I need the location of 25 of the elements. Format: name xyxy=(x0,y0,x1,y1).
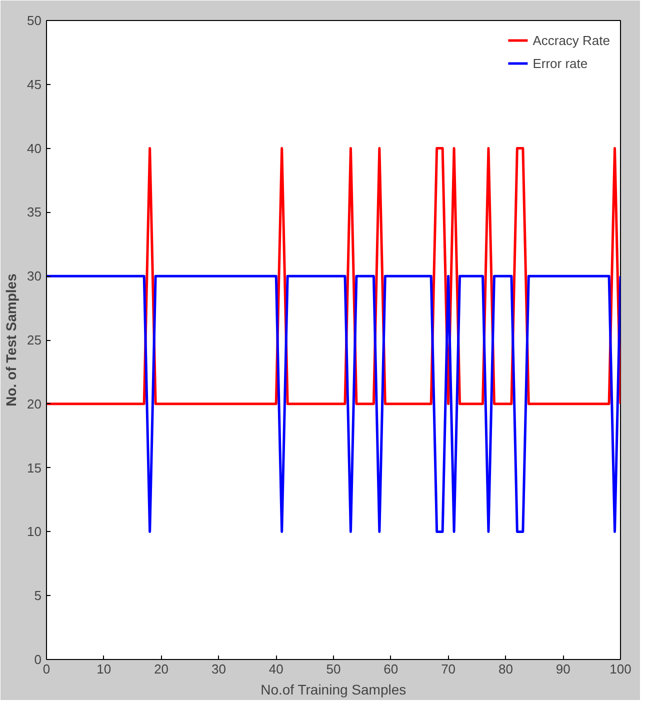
y-tick-label: 0 xyxy=(34,652,42,667)
x-tick-label: 20 xyxy=(154,662,169,676)
x-tick-label: 70 xyxy=(441,662,456,676)
y-tick-label: 25 xyxy=(27,332,42,348)
y-tick-label: 20 xyxy=(27,396,42,412)
x-tick-label: 100 xyxy=(610,662,632,676)
legend-label: Accracy Rate xyxy=(532,32,610,48)
x-tick-label: 60 xyxy=(384,662,398,676)
y-tick-label: 30 xyxy=(27,268,42,284)
x-tick-label: 30 xyxy=(211,662,226,676)
x-tick-label: 10 xyxy=(96,662,112,676)
y-axis-title: No. of Test Samples xyxy=(3,273,20,406)
x-tick-label: 50 xyxy=(326,662,341,676)
x-axis-title: No.of Training Samples xyxy=(260,682,406,698)
legend-label: Error rate xyxy=(532,56,588,70)
y-tick-label: 35 xyxy=(27,204,42,220)
x-tick-label: 80 xyxy=(498,662,513,676)
y-tick-label: 50 xyxy=(27,13,42,28)
y-tick-label: 15 xyxy=(27,460,42,476)
x-tick-label: 40 xyxy=(268,662,284,676)
x-tick-label: 90 xyxy=(556,662,570,676)
y-tick-label: 45 xyxy=(27,76,42,92)
y-tick-label: 10 xyxy=(27,524,42,540)
y-tick-label: 5 xyxy=(34,588,42,604)
y-tick-label: 40 xyxy=(27,140,42,156)
